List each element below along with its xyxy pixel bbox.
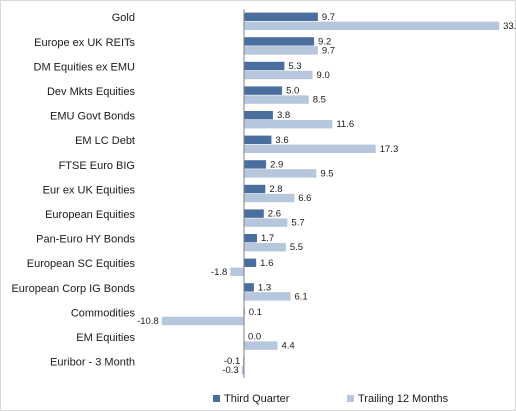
bar-third-quarter-gold xyxy=(244,12,318,21)
bar-trailing-12-months-em-equities xyxy=(244,341,278,350)
bar-third-quarter-european-equities xyxy=(244,209,264,218)
bar-trailing-12-months-commodities xyxy=(161,316,244,326)
value-label-third-quarter-european-corp-ig-bonds: 1.3 xyxy=(258,282,271,293)
bar-third-quarter-pan-euro-hy-bonds xyxy=(244,234,257,243)
category-label-em-equities: EM Equities xyxy=(76,332,135,344)
bar-third-quarter-european-corp-ig-bonds xyxy=(244,283,254,292)
value-label-third-quarter-em-lc-debt: 3.6 xyxy=(275,135,288,146)
category-label-europe-ex-uk-reits: Europe ex UK REITs xyxy=(34,37,135,49)
bar-third-quarter-em-lc-debt xyxy=(244,135,272,144)
bar-third-quarter-ftse-euro-big xyxy=(244,160,267,169)
bar-trailing-12-months-emu-govt-bonds xyxy=(244,120,333,129)
value-label-third-quarter-european-sc-equities: 1.6 xyxy=(260,258,273,269)
value-label-trailing-12-months-pan-euro-hy-bonds: 5.5 xyxy=(290,242,303,253)
category-labels-group: Gold Europe ex UK REITs DM Equities ex EMU… xyxy=(11,12,135,368)
bar-trailing-12-months-eur-ex-uk-equities xyxy=(244,193,295,203)
category-label-em-lc-debt: EM LC Debt xyxy=(75,135,135,147)
value-label-third-quarter-euribor-3-month: -0.1 xyxy=(224,356,240,367)
value-label-trailing-12-months-ftse-euro-big: 9.5 xyxy=(320,168,333,179)
category-label-dev-mkts-equities: Dev Mkts Equities xyxy=(47,86,136,98)
category-label-european-corp-ig-bonds: European Corp IG Bonds xyxy=(11,283,135,295)
category-label-dm-equities-ex-emu: DM Equities ex EMU xyxy=(34,61,136,73)
legend: Third Quarter Trailing 12 Months xyxy=(213,393,449,405)
value-label-third-quarter-ftse-euro-big: 2.9 xyxy=(270,159,283,170)
bar-third-quarter-dev-mkts-equities xyxy=(244,86,283,95)
bar-trailing-12-months-em-lc-debt xyxy=(244,144,376,153)
value-label-trailing-12-months-euribor-3-month: -0.3 xyxy=(222,365,238,376)
bar-trailing-12-months-pan-euro-hy-bonds xyxy=(244,243,286,252)
value-label-trailing-12-months-europe-ex-uk-reits: 9.7 xyxy=(322,45,335,56)
legend-swatch-third-quarter xyxy=(213,395,220,402)
value-label-trailing-12-months-european-equities: 5.7 xyxy=(291,218,304,229)
value-label-third-quarter-em-equities: 0.0 xyxy=(248,332,261,343)
value-label-trailing-12-months-em-equities: 4.4 xyxy=(282,341,295,352)
value-label-third-quarter-europe-ex-uk-reits: 9.2 xyxy=(318,36,331,47)
category-label-pan-euro-hy-bonds: Pan-Euro HY Bonds xyxy=(36,234,135,246)
value-label-trailing-12-months-dm-equities-ex-emu: 9.0 xyxy=(317,70,330,81)
bar-third-quarter-eur-ex-uk-equities xyxy=(244,184,266,194)
category-label-european-sc-equities: European SC Equities xyxy=(27,258,136,270)
value-label-third-quarter-pan-euro-hy-bonds: 1.7 xyxy=(261,233,274,244)
legend-swatch-trailing-12-months xyxy=(347,395,354,402)
value-label-trailing-12-months-commodities: -10.8 xyxy=(137,316,159,327)
category-label-ftse-euro-big: FTSE Euro BIG xyxy=(59,160,135,172)
category-label-gold: Gold xyxy=(112,12,135,24)
legend-label-third-quarter: Third Quarter xyxy=(224,393,290,405)
bar-third-quarter-dm-equities-ex-emu xyxy=(244,61,285,71)
bar-trailing-12-months-dev-mkts-equities xyxy=(244,95,309,104)
value-label-third-quarter-dev-mkts-equities: 5.0 xyxy=(286,86,299,97)
bar-trailing-12-months-ftse-euro-big xyxy=(244,169,317,178)
value-label-third-quarter-dm-equities-ex-emu: 5.3 xyxy=(288,61,301,72)
bar-trailing-12-months-gold xyxy=(244,21,500,30)
bar-trailing-12-months-dm-equities-ex-emu xyxy=(244,70,313,80)
legend-label-trailing-12-months: Trailing 12 Months xyxy=(358,393,449,405)
value-label-trailing-12-months-european-corp-ig-bonds: 6.1 xyxy=(294,291,307,302)
category-label-emu-govt-bonds: EMU Govt Bonds xyxy=(50,111,135,123)
bar-trailing-12-months-europe-ex-uk-reits xyxy=(244,46,318,55)
value-label-third-quarter-commodities: 0.1 xyxy=(249,307,262,318)
value-label-trailing-12-months-em-lc-debt: 17.3 xyxy=(380,144,399,155)
bar-third-quarter-europe-ex-uk-reits xyxy=(244,37,315,46)
bar-third-quarter-european-sc-equities xyxy=(244,258,257,267)
category-label-euribor-3-month: Euribor - 3 Month xyxy=(50,357,135,369)
bar-trailing-12-months-european-corp-ig-bonds xyxy=(244,292,291,301)
bar-trailing-12-months-european-equities xyxy=(244,218,288,227)
value-labels-group: 9.733.59.29.75.39.05.08.53.811.63.617.32… xyxy=(137,12,516,376)
category-label-european-equities: European Equities xyxy=(45,209,135,221)
value-label-trailing-12-months-gold: 33.5 xyxy=(503,21,516,32)
value-label-trailing-12-months-emu-govt-bonds: 11.6 xyxy=(336,119,354,130)
bar-trailing-12-months-european-sc-equities xyxy=(230,267,244,276)
value-label-third-quarter-gold: 9.7 xyxy=(322,12,335,23)
bar-trailing-12-months-euribor-3-month xyxy=(241,366,244,375)
value-label-third-quarter-emu-govt-bonds: 3.8 xyxy=(277,110,290,121)
value-label-trailing-12-months-dev-mkts-equities: 8.5 xyxy=(313,95,326,106)
value-label-trailing-12-months-eur-ex-uk-equities: 6.6 xyxy=(298,193,311,204)
bar-third-quarter-emu-govt-bonds xyxy=(244,111,273,120)
value-label-third-quarter-european-equities: 2.6 xyxy=(268,209,281,220)
category-label-eur-ex-uk-equities: Eur ex UK Equities xyxy=(43,184,136,196)
value-label-third-quarter-eur-ex-uk-equities: 2.8 xyxy=(269,184,282,195)
category-label-commodities: Commodities xyxy=(71,307,136,319)
value-label-trailing-12-months-european-sc-equities: -1.8 xyxy=(211,267,227,278)
